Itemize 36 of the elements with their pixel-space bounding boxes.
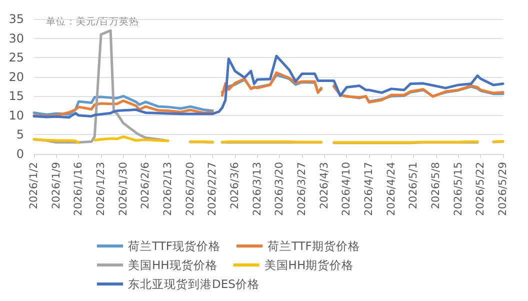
y-tick-label: 25 <box>8 50 24 65</box>
x-tick-label: 2026/5/1 <box>408 162 420 210</box>
x-tick-label: 2026/2/13 <box>162 162 174 216</box>
x-tick-label: 2026/5/8 <box>430 162 442 210</box>
line-series <box>32 54 504 119</box>
y-tick-label: 0 <box>16 147 24 161</box>
x-tick-label: 2026/1/30 <box>117 162 130 216</box>
y-tick-label: 35 <box>8 12 24 26</box>
legend-label: 东北亚现货到港DES价格 <box>128 277 260 291</box>
legend-label: 荷兰TTF现货价格 <box>128 239 220 253</box>
legend-label: 美国HH现货价格 <box>128 258 218 272</box>
y-tick-label: 10 <box>8 108 24 122</box>
x-tick-label: 2026/2/27 <box>206 162 219 216</box>
x-tick-label: 2026/2/20 <box>184 162 196 216</box>
x-tick-label: 2026/4/17 <box>363 162 375 216</box>
x-tick-label: 2026/5/22 <box>474 162 487 216</box>
y-tick-label: 15 <box>8 89 24 104</box>
legend-label: 美国HH期货价格 <box>264 258 354 272</box>
x-tick-label: 2026/3/6 <box>229 162 241 210</box>
y-tick-label: 20 <box>8 70 24 84</box>
x-tick-label: 2026/3/27 <box>296 162 308 216</box>
x-tick-label: 2026/2/6 <box>140 162 152 210</box>
y-tick-label: 5 <box>16 128 24 142</box>
x-tick-label: 2026/1/16 <box>72 162 85 216</box>
x-tick-label: 2026/1/23 <box>95 162 107 216</box>
x-tick-label: 2026/3/20 <box>274 162 286 216</box>
x-tick-label: 2026/4/3 <box>318 162 330 210</box>
y-tick-label: 30 <box>8 31 24 46</box>
x-tick-label: 2026/5/29 <box>497 162 509 216</box>
x-tick-label: 2026/4/10 <box>340 162 353 216</box>
x-tick-label: 2026/5/15 <box>452 162 464 216</box>
legend-label: 荷兰TTF期货价格 <box>267 239 360 253</box>
x-tick-label: 2026/1/9 <box>50 162 62 210</box>
x-tick-label: 2026/1/2 <box>28 162 40 210</box>
x-tick-label: 2026/4/24 <box>385 162 398 216</box>
x-tick-label: 2026/3/13 <box>251 162 264 216</box>
